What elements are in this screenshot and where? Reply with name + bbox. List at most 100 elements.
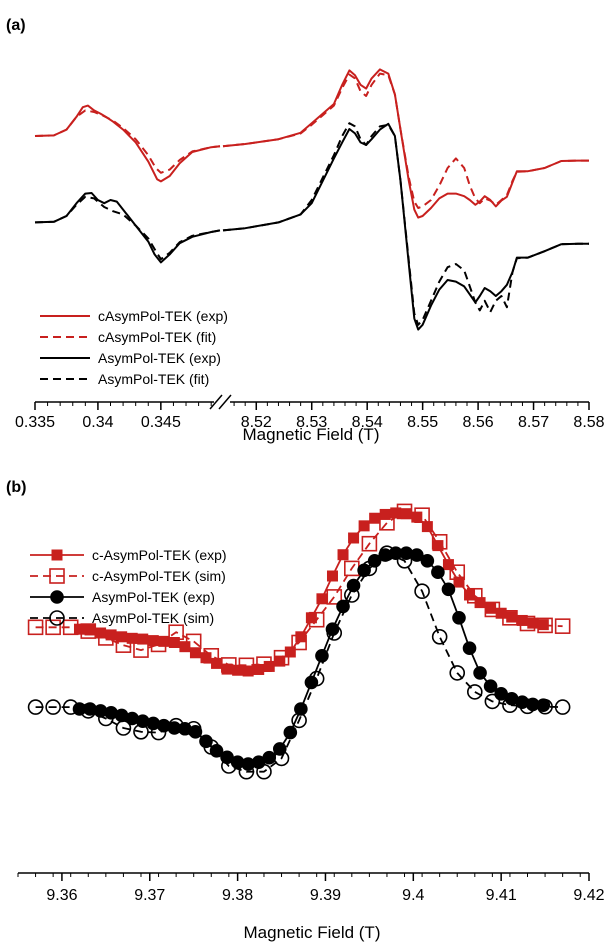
x-tick-label: 8.52 xyxy=(241,414,272,431)
point-c-asympol-tek-exp xyxy=(284,646,296,658)
panel-b: (b) 9.36 9.37 9.38 9.39 9.4 9.41 9.42 Magnetic… xyxy=(6,479,605,942)
panel-a-legend: cAsymPol-TEK (exp) cAsymPol-TEK (fit) Asym… xyxy=(40,308,228,387)
point-c-asympol-tek-exp xyxy=(400,508,412,520)
panel-b-x-axis-title: Magnetic Field (T) xyxy=(244,923,381,942)
point-c-asympol-tek-exp xyxy=(84,624,96,636)
point-c-asympol-tek-sim xyxy=(150,636,167,653)
point-c-asympol-tek-exp xyxy=(537,619,549,631)
point-asympol-tek-exp xyxy=(346,578,361,593)
point-c-asympol-tek-exp xyxy=(421,521,433,533)
point-c-asympol-tek-sim xyxy=(396,503,413,520)
series-casympol-tek-exp-segment-2 xyxy=(222,68,589,219)
point-asympol-tek-sim xyxy=(554,699,571,715)
point-asympol-tek-sim xyxy=(150,724,167,741)
point-asympol-tek-exp xyxy=(262,750,277,765)
x-tick-label: 0.345 xyxy=(141,414,181,431)
point-asympol-tek-sim xyxy=(379,545,395,562)
point-asympol-tek-sim xyxy=(115,720,132,736)
point-asympol-tek-exp xyxy=(473,666,487,680)
panel-b-legend: c-AsymPol-TEK (exp) c-AsymPol-TEK (sim) As… xyxy=(30,547,227,626)
point-c-asympol-tek-exp xyxy=(337,549,349,561)
point-c-asympol-tek-sim xyxy=(80,623,97,639)
point-c-asympol-tek-exp xyxy=(105,629,117,641)
point-asympol-tek-sim xyxy=(185,720,202,737)
point-c-asympol-tek-sim xyxy=(168,624,184,641)
series-asympol-tek-exp-segment-1 xyxy=(34,192,221,264)
point-asympol-tek-exp xyxy=(294,702,308,716)
point-c-asympol-tek-exp xyxy=(390,507,402,519)
point-c-asympol-tek-exp xyxy=(147,635,159,647)
point-c-asympol-tek-exp xyxy=(379,508,391,520)
point-asympol-tek-exp xyxy=(315,648,329,663)
point-c-asympol-tek-exp xyxy=(295,631,307,643)
panel-a-x-axis: 0.335 0.34 0.345 8.52 8.53 8.54 8.55 8.56 8.57 8.… xyxy=(15,394,605,431)
point-c-asympol-tek-exp xyxy=(232,664,244,676)
x-tick-label: 9.37 xyxy=(134,887,165,904)
point-c-asympol-tek-exp xyxy=(326,570,338,582)
point-c-asympol-tek-sim xyxy=(502,609,518,626)
legend-swatch-marker-c-asympol-tek-sim xyxy=(49,568,65,584)
point-c-asympol-tek-exp xyxy=(506,611,518,623)
axis-break-mark-2 xyxy=(218,394,232,410)
point-asympol-tek-sim xyxy=(519,698,536,715)
x-tick-label: 0.335 xyxy=(15,414,55,431)
legend-swatch-marker-asympol-tek-exp xyxy=(50,590,64,604)
series-casympol-tek-fit-segment-1 xyxy=(34,109,221,174)
series-casympol-tek-fit-segment-2 xyxy=(222,72,589,209)
point-asympol-tek-sim xyxy=(449,665,466,681)
point-c-asympol-tek-exp xyxy=(168,637,180,648)
point-c-asympol-tek-exp xyxy=(95,627,107,639)
point-asympol-tek-exp xyxy=(452,610,466,625)
point-asympol-tek-sim xyxy=(80,703,97,719)
series-asympol-tek-sim-line xyxy=(35,552,563,773)
point-c-asympol-tek-sim xyxy=(308,611,325,628)
legend-label-c-asympol-tek-sim: c-AsymPol-TEK (sim) xyxy=(92,568,226,584)
point-asympol-tek-exp xyxy=(441,582,456,597)
point-asympol-tek-exp xyxy=(462,641,477,656)
point-asympol-tek-sim xyxy=(133,723,149,740)
point-asympol-tek-sim xyxy=(308,670,325,687)
point-c-asympol-tek-exp xyxy=(116,631,128,643)
point-c-asympol-tek-exp xyxy=(485,602,497,614)
point-asympol-tek-sim xyxy=(344,587,360,603)
panel-b-series-markers xyxy=(27,503,571,780)
legend-label-asympol-tek-fit: AsymPol-TEK (fit) xyxy=(98,371,209,387)
point-c-asympol-tek-sim xyxy=(238,657,255,674)
point-asympol-tek-sim xyxy=(414,583,430,600)
point-asympol-tek-sim xyxy=(238,763,255,780)
point-asympol-tek-exp xyxy=(410,548,424,562)
point-c-asympol-tek-exp xyxy=(411,511,423,523)
panel-a-label: (a) xyxy=(6,17,26,34)
point-asympol-tek-sim xyxy=(203,739,220,755)
point-asympol-tek-exp xyxy=(431,565,445,580)
point-asympol-tek-sim xyxy=(256,763,272,780)
point-c-asympol-tek-exp xyxy=(305,612,317,624)
point-asympol-tek-sim xyxy=(273,750,290,767)
legend-label-casympol-tek-fit: cAsymPol-TEK (fit) xyxy=(98,329,216,345)
point-c-asympol-tek-sim xyxy=(449,564,466,581)
x-tick-label: 8.53 xyxy=(296,414,327,431)
point-c-asympol-tek-exp xyxy=(369,512,381,524)
point-asympol-tek-exp xyxy=(420,553,435,568)
legend-swatch-marker-asympol-tek-sim xyxy=(49,610,65,626)
point-c-asympol-tek-sim xyxy=(431,533,448,550)
point-asympol-tek-sim xyxy=(466,684,483,700)
point-c-asympol-tek-sim xyxy=(133,642,149,658)
point-asympol-tek-sim xyxy=(221,758,237,774)
point-c-asympol-tek-exp xyxy=(358,520,370,532)
legend-label-asympol-tek-sim: AsymPol-TEK (sim) xyxy=(92,610,214,626)
series-asympol-tek-fit-segment-2 xyxy=(222,122,589,326)
point-c-asympol-tek-exp xyxy=(316,593,328,605)
point-asympol-tek-sim xyxy=(431,628,448,645)
legend-label-c-asympol-tek-exp: c-AsymPol-TEK (exp) xyxy=(92,547,227,563)
point-asympol-tek-sim xyxy=(361,560,378,577)
legend-label-asympol-tek-exp: AsymPol-TEK (exp) xyxy=(92,589,215,605)
point-asympol-tek-sim xyxy=(62,699,79,715)
point-asympol-tek-sim xyxy=(27,699,44,715)
point-asympol-tek-sim xyxy=(168,717,184,734)
point-c-asympol-tek-sim xyxy=(203,647,220,664)
point-c-asympol-tek-exp xyxy=(73,623,85,635)
point-c-asympol-tek-sim xyxy=(27,619,44,636)
point-c-asympol-tek-sim xyxy=(554,618,571,634)
